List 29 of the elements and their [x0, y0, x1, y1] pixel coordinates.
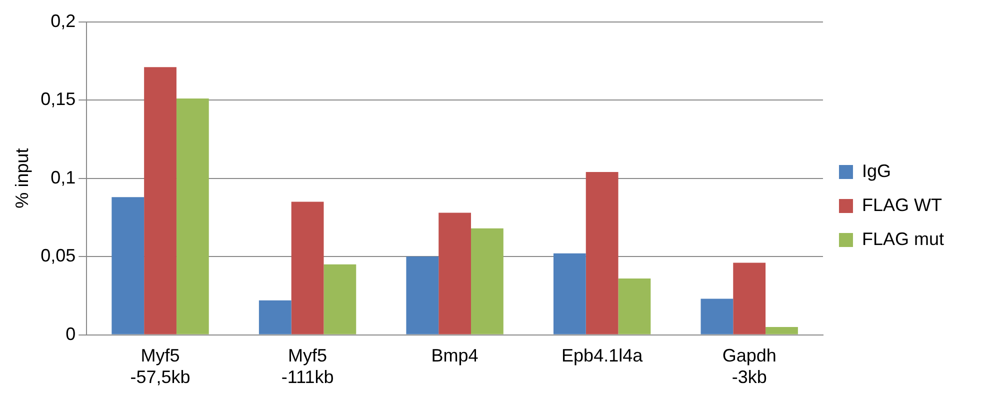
y-tick-label: 0,15 — [40, 89, 76, 110]
y-tick-label: 0,2 — [50, 10, 76, 31]
bar — [553, 253, 586, 334]
bar — [144, 67, 176, 334]
bar — [471, 228, 504, 334]
bar — [291, 202, 324, 334]
y-tick-label: 0,05 — [40, 246, 76, 266]
legend-label: FLAG mut — [862, 228, 944, 249]
x-tick-label: Myf5 -57,5kb — [130, 346, 190, 388]
bar — [438, 212, 472, 334]
bar — [324, 264, 356, 334]
legend-label: IgG — [862, 160, 891, 181]
x-tick-label: Myf5 -111kb — [281, 346, 334, 388]
y-tick-label: 0,1 — [50, 167, 76, 188]
x-tick-label: Bmp4 — [431, 346, 478, 366]
bar — [406, 256, 439, 334]
x-tick-label: Epb4.1l4a — [562, 346, 644, 366]
legend-label: FLAG WT — [862, 194, 942, 215]
bar — [618, 278, 651, 334]
x-tick-label: Gapdh -3kb — [722, 346, 776, 388]
bar — [700, 298, 734, 334]
bar — [766, 326, 798, 334]
bar — [733, 262, 766, 334]
bar — [176, 98, 209, 334]
bar — [112, 197, 144, 334]
bar — [586, 172, 618, 334]
y-tick-label: 0 — [66, 324, 76, 344]
y-axis-title: % input — [12, 148, 32, 208]
bar — [258, 300, 292, 334]
